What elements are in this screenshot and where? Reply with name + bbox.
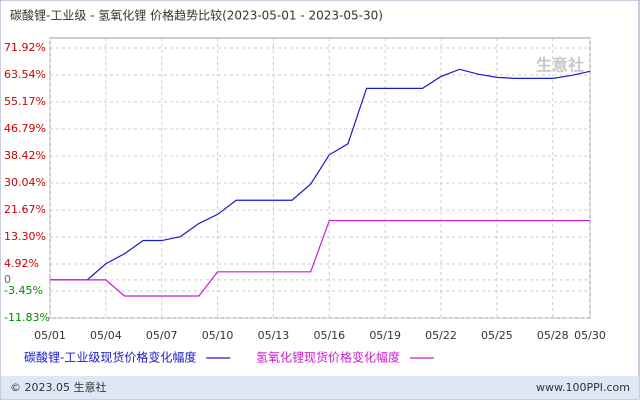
x-tick-label: 05/01 [34, 329, 66, 342]
legend-label: 氢氧化锂现货价格变化幅度 [256, 350, 400, 365]
y-tick-label: 38.42% [4, 149, 46, 162]
watermark: 生意社 [536, 56, 584, 75]
x-tick-label: 05/10 [202, 329, 234, 342]
series-line [50, 68, 591, 281]
series-line [50, 219, 590, 297]
y-tick-label: 46.79% [4, 122, 46, 135]
legend-label: 碳酸锂-工业级现货价格变化幅度 [24, 350, 196, 365]
footer-left: © 2023.05 生意社 [10, 380, 106, 394]
footer-right: www.100PPI.com [536, 381, 630, 394]
footer-bar [1, 376, 639, 399]
x-tick-label: 05/13 [258, 329, 290, 342]
y-tick-label: 63.54% [4, 68, 46, 81]
y-tick-label: 55.17% [4, 95, 46, 108]
y-tick-label: 0 [4, 273, 11, 286]
x-tick-label: 05/16 [313, 329, 345, 342]
y-tick-label: 13.30% [4, 230, 46, 243]
x-tick-label: 05/28 [537, 329, 569, 342]
y-tick-label: -3.45% [4, 284, 43, 297]
x-tick-label: 05/07 [146, 329, 178, 342]
y-tick-label: 4.92% [4, 257, 39, 270]
y-tick-label: 30.04% [4, 176, 46, 189]
x-tick-label: 05/04 [90, 329, 122, 342]
y-tick-label: -11.83% [4, 311, 50, 324]
x-tick-label: 05/19 [369, 329, 401, 342]
x-tick-label: 05/22 [425, 329, 457, 342]
y-tick-label: 21.67% [4, 203, 46, 216]
x-tick-label: 05/30 [574, 329, 606, 342]
y-tick-label: 71.92% [4, 41, 46, 54]
chart-title: 碳酸锂-工业级 - 氢氧化锂 价格趋势比较(2023-05-01 - 2023-… [10, 8, 383, 23]
x-tick-label: 05/25 [481, 329, 513, 342]
